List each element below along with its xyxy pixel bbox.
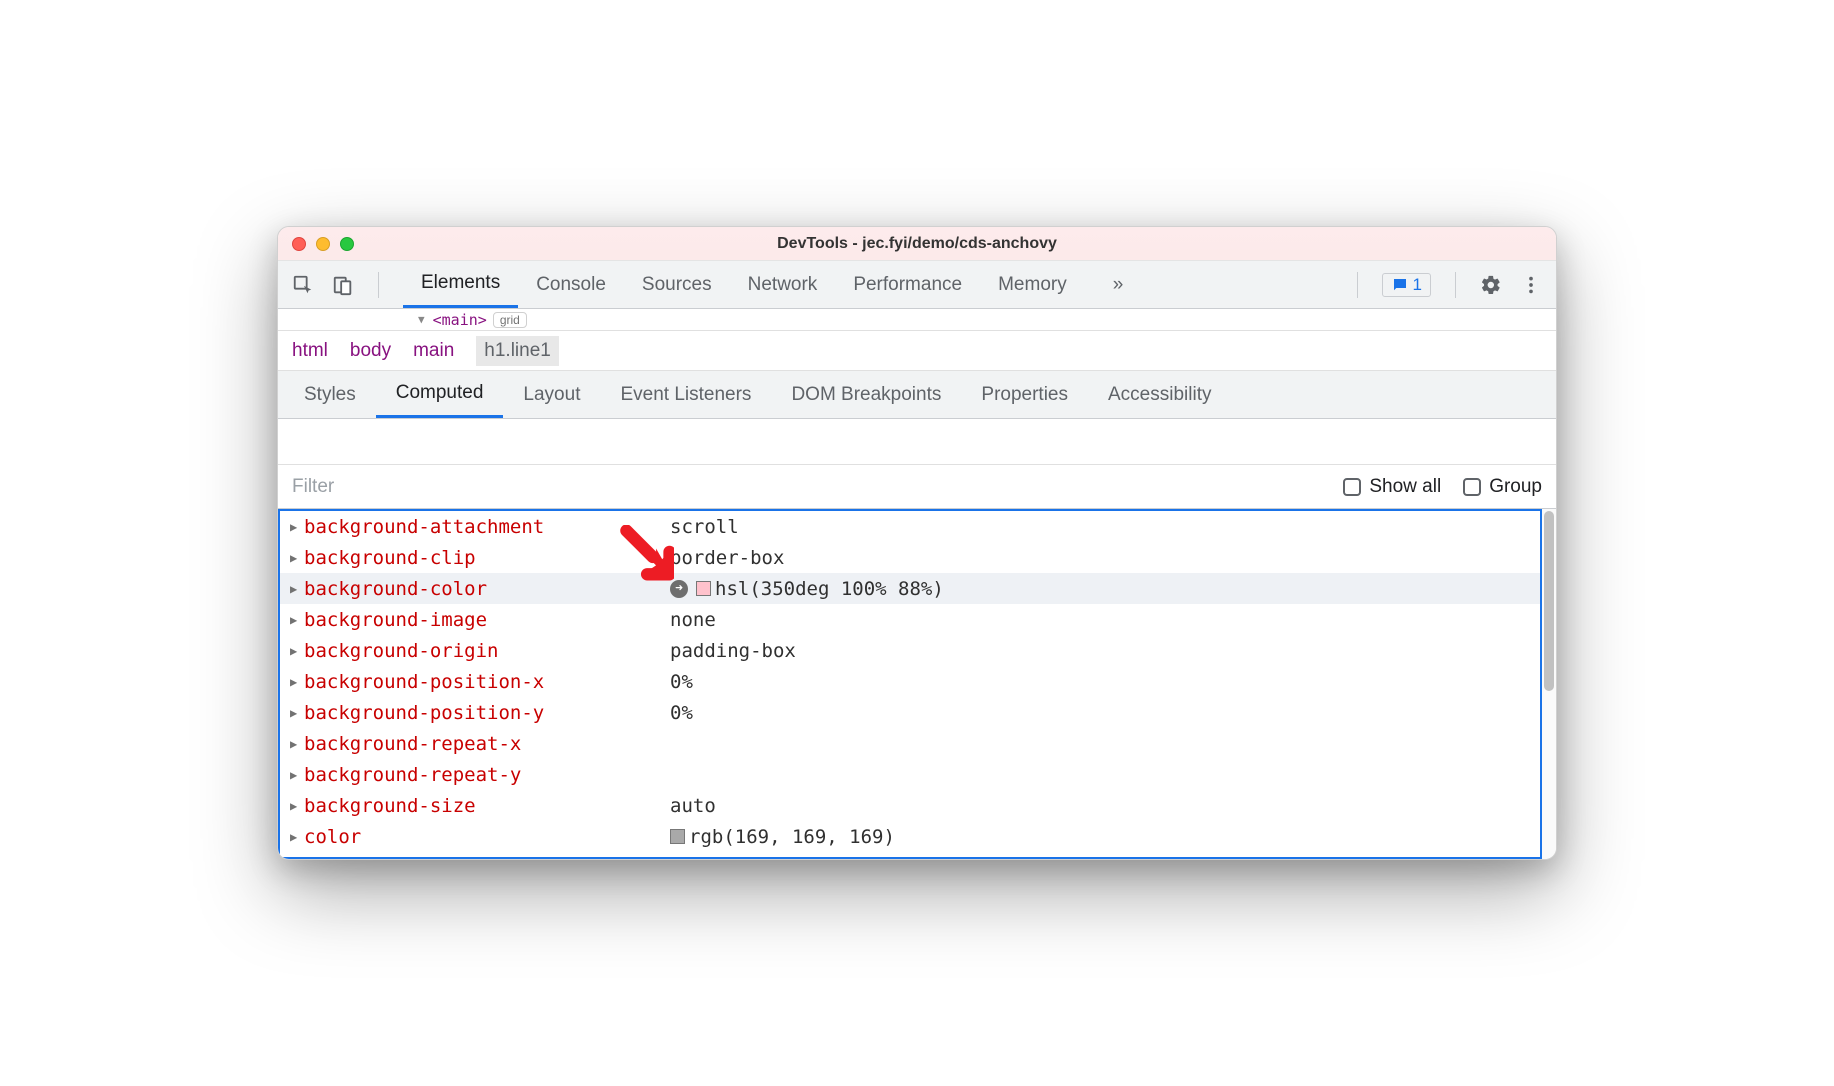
disclosure-triangle-icon[interactable]: ▶ (290, 737, 304, 751)
property-value: hsl(350deg 100% 88%) (715, 578, 944, 600)
tab-memory[interactable]: Memory (980, 261, 1085, 308)
property-name: background-origin (304, 640, 498, 662)
property-name: background-position-x (304, 671, 544, 693)
breadcrumb-html[interactable]: html (292, 340, 328, 362)
property-value: border-box (670, 547, 784, 569)
subtab-accessibility[interactable]: Accessibility (1088, 371, 1231, 418)
minimize-window-button[interactable] (316, 237, 330, 251)
goto-source-icon[interactable]: ➜ (670, 580, 688, 598)
property-value: 0% (670, 671, 693, 693)
window-title: DevTools - jec.fyi/demo/cds-anchovy (278, 235, 1556, 253)
close-window-button[interactable] (292, 237, 306, 251)
computed-properties-list: ▶background-attachmentscroll▶background-… (278, 509, 1542, 859)
computed-row-background-size[interactable]: ▶background-size auto (280, 790, 1540, 821)
message-count: 1 (1413, 275, 1422, 295)
window-controls (292, 237, 354, 251)
expand-caret-icon[interactable]: ▼ (418, 313, 425, 326)
property-name: background-repeat-y (304, 764, 521, 786)
tab-performance[interactable]: Performance (835, 261, 980, 308)
disclosure-triangle-icon[interactable]: ▶ (290, 675, 304, 689)
toolbar-divider (1357, 272, 1358, 298)
show-all-checkbox[interactable]: Show all (1343, 476, 1441, 498)
toolbar-divider (1455, 272, 1456, 298)
property-name: background-size (304, 795, 476, 817)
disclosure-triangle-icon[interactable]: ▶ (290, 613, 304, 627)
breadcrumb-main[interactable]: main (413, 340, 454, 362)
subtab-dom-breakpoints[interactable]: DOM Breakpoints (771, 371, 961, 418)
property-name: background-clip (304, 547, 476, 569)
vertical-scrollbar[interactable] (1542, 509, 1556, 859)
subtab-styles[interactable]: Styles (284, 371, 376, 418)
styles-subtabs: StylesComputedLayoutEvent ListenersDOM B… (278, 371, 1556, 419)
disclosure-triangle-icon[interactable]: ▶ (290, 644, 304, 658)
computed-row-background-color[interactable]: ▶background-color ➜ hsl(350deg 100% 88%) (280, 573, 1540, 604)
property-value: 0% (670, 702, 693, 724)
color-swatch-icon[interactable] (696, 581, 711, 596)
tab-network[interactable]: Network (730, 261, 836, 308)
computed-row-background-clip[interactable]: ▶background-clip border-box (280, 542, 1540, 573)
titlebar: DevTools - jec.fyi/demo/cds-anchovy (278, 227, 1556, 261)
breadcrumb-h1-line1[interactable]: h1.line1 (476, 336, 559, 366)
subtab-layout[interactable]: Layout (503, 371, 600, 418)
console-messages-badge[interactable]: 1 (1382, 273, 1431, 297)
show-all-label: Show all (1369, 476, 1441, 498)
computed-row-background-repeat-y[interactable]: ▶background-repeat-y (280, 759, 1540, 790)
computed-pane-wrap: ▶background-attachmentscroll▶background-… (278, 509, 1556, 859)
panel-tabs: ElementsConsoleSourcesNetworkPerformance… (403, 261, 1085, 308)
subtab-event-listeners[interactable]: Event Listeners (600, 371, 771, 418)
group-label: Group (1489, 476, 1542, 498)
filter-input[interactable] (292, 476, 1321, 498)
subtab-properties[interactable]: Properties (961, 371, 1088, 418)
property-value: padding-box (670, 640, 796, 662)
property-name: background-repeat-x (304, 733, 521, 755)
more-menu-icon[interactable] (1520, 274, 1542, 296)
property-name: background-image (304, 609, 487, 631)
property-value: auto (670, 795, 716, 817)
disclosure-triangle-icon[interactable]: ▶ (290, 706, 304, 720)
filter-bar: Show all Group (278, 465, 1556, 509)
property-name: background-color (304, 578, 487, 600)
disclosure-triangle-icon[interactable]: ▶ (290, 768, 304, 782)
zoom-window-button[interactable] (340, 237, 354, 251)
color-swatch-icon[interactable] (670, 829, 685, 844)
grid-badge[interactable]: grid (493, 312, 527, 328)
property-value: scroll (670, 516, 739, 538)
computed-row-color[interactable]: ▶color rgb(169, 169, 169) (280, 821, 1540, 852)
computed-row-background-image[interactable]: ▶background-image none (280, 604, 1540, 635)
subtab-computed[interactable]: Computed (376, 371, 504, 418)
dom-tree-row[interactable]: ▼ <main> grid (278, 309, 1556, 331)
property-name: background-attachment (304, 516, 544, 538)
dom-breadcrumb: html body main h1.line1 (278, 331, 1556, 371)
devtools-window: DevTools - jec.fyi/demo/cds-anchovy Elem… (277, 226, 1557, 860)
inspect-element-icon[interactable] (292, 274, 314, 296)
tab-console[interactable]: Console (518, 261, 624, 308)
disclosure-triangle-icon[interactable]: ▶ (290, 582, 304, 596)
dom-tag: <main> (433, 311, 487, 329)
disclosure-triangle-icon[interactable]: ▶ (290, 551, 304, 565)
group-checkbox[interactable]: Group (1463, 476, 1542, 498)
computed-row-background-position-y[interactable]: ▶background-position-y 0% (280, 697, 1540, 728)
computed-row-background-repeat-x[interactable]: ▶background-repeat-x (280, 728, 1540, 759)
disclosure-triangle-icon[interactable]: ▶ (290, 799, 304, 813)
scrollbar-thumb[interactable] (1544, 511, 1554, 691)
overflow-tabs-button[interactable]: » (1103, 274, 1134, 296)
property-name: color (304, 826, 361, 848)
computed-row-background-attachment[interactable]: ▶background-attachment scroll (280, 511, 1540, 542)
main-toolbar: ElementsConsoleSourcesNetworkPerformance… (278, 261, 1556, 309)
computed-row-background-position-x[interactable]: ▶background-position-x 0% (280, 666, 1540, 697)
toolbar-divider (378, 272, 379, 298)
property-value: none (670, 609, 716, 631)
settings-gear-icon[interactable] (1480, 274, 1502, 296)
disclosure-triangle-icon[interactable]: ▶ (290, 520, 304, 534)
property-name: background-position-y (304, 702, 544, 724)
tab-sources[interactable]: Sources (624, 261, 730, 308)
breadcrumb-body[interactable]: body (350, 340, 391, 362)
tab-elements[interactable]: Elements (403, 261, 518, 308)
disclosure-triangle-icon[interactable]: ▶ (290, 830, 304, 844)
computed-row-background-origin[interactable]: ▶background-origin padding-box (280, 635, 1540, 666)
device-toolbar-icon[interactable] (332, 274, 354, 296)
spacer (278, 419, 1556, 465)
property-value: rgb(169, 169, 169) (689, 826, 895, 848)
